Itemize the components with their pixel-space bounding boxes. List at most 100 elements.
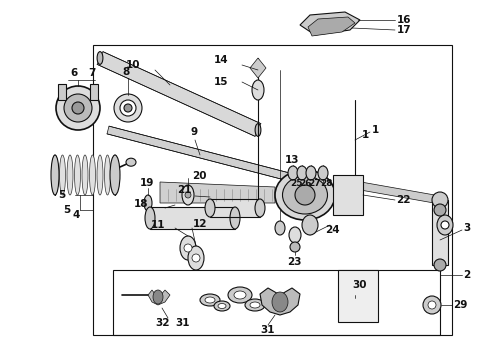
Ellipse shape (205, 199, 215, 217)
Text: 2: 2 (463, 270, 470, 280)
Ellipse shape (214, 301, 230, 311)
Ellipse shape (97, 155, 103, 195)
Polygon shape (260, 288, 300, 315)
Text: 8: 8 (122, 67, 129, 77)
Text: 27: 27 (308, 179, 320, 188)
Ellipse shape (188, 246, 204, 270)
Text: 21: 21 (177, 185, 192, 195)
Polygon shape (150, 207, 235, 229)
Text: 23: 23 (287, 257, 301, 267)
Text: 25: 25 (290, 179, 302, 188)
Text: 5: 5 (63, 205, 70, 215)
Ellipse shape (255, 123, 261, 136)
Ellipse shape (437, 215, 453, 235)
Ellipse shape (124, 104, 132, 112)
Ellipse shape (59, 155, 66, 195)
Polygon shape (308, 17, 355, 36)
Polygon shape (210, 199, 260, 217)
Ellipse shape (51, 155, 59, 195)
Ellipse shape (245, 299, 265, 311)
Ellipse shape (180, 236, 196, 260)
Text: 18: 18 (133, 199, 148, 209)
Ellipse shape (432, 192, 448, 208)
Ellipse shape (52, 155, 58, 195)
Ellipse shape (114, 94, 142, 122)
Ellipse shape (74, 155, 80, 195)
Text: 31: 31 (175, 318, 190, 328)
Ellipse shape (295, 185, 315, 205)
Bar (338, 270, 378, 322)
Polygon shape (300, 12, 360, 35)
Ellipse shape (283, 176, 327, 214)
Ellipse shape (104, 155, 111, 195)
Ellipse shape (200, 294, 220, 306)
Ellipse shape (228, 287, 252, 303)
Bar (93, 45, 452, 335)
Ellipse shape (252, 80, 264, 100)
Text: 15: 15 (214, 77, 228, 87)
Text: 7: 7 (88, 68, 96, 78)
Ellipse shape (289, 227, 301, 243)
Ellipse shape (290, 242, 300, 252)
Ellipse shape (255, 199, 265, 217)
Ellipse shape (434, 259, 446, 271)
Ellipse shape (64, 94, 92, 122)
Ellipse shape (302, 215, 318, 235)
Ellipse shape (441, 221, 449, 229)
Ellipse shape (153, 290, 163, 304)
Text: 32: 32 (155, 318, 170, 328)
Ellipse shape (272, 292, 288, 312)
Text: 4: 4 (72, 210, 79, 220)
Polygon shape (107, 126, 321, 189)
Text: 31: 31 (260, 325, 274, 335)
Polygon shape (354, 181, 441, 204)
Text: 13: 13 (285, 155, 299, 165)
Ellipse shape (82, 155, 88, 195)
Ellipse shape (72, 102, 84, 114)
Text: 29: 29 (453, 300, 467, 310)
Text: 1: 1 (362, 130, 369, 140)
Ellipse shape (144, 195, 152, 211)
Ellipse shape (318, 166, 328, 180)
Text: 28: 28 (320, 179, 333, 188)
Ellipse shape (145, 207, 155, 229)
Text: 24: 24 (325, 225, 340, 235)
Bar (58, 84, 66, 100)
Text: 19: 19 (140, 178, 154, 188)
Ellipse shape (97, 51, 103, 64)
Text: 16: 16 (397, 15, 412, 25)
Polygon shape (148, 290, 170, 305)
Ellipse shape (230, 207, 240, 229)
Text: 17: 17 (397, 25, 412, 35)
Text: 10: 10 (125, 60, 140, 70)
Ellipse shape (297, 166, 307, 180)
Ellipse shape (306, 166, 316, 180)
Ellipse shape (275, 170, 335, 220)
Text: 9: 9 (190, 127, 197, 137)
Bar (90, 84, 98, 100)
Polygon shape (97, 51, 261, 136)
Ellipse shape (185, 192, 191, 198)
Text: 14: 14 (213, 55, 228, 65)
Ellipse shape (423, 296, 441, 314)
Ellipse shape (67, 155, 73, 195)
Text: 5: 5 (58, 190, 65, 200)
Ellipse shape (110, 155, 120, 195)
Bar (113, 270, 440, 335)
Text: 1: 1 (372, 125, 379, 135)
Ellipse shape (275, 221, 285, 235)
Ellipse shape (428, 301, 436, 309)
Bar (333, 175, 363, 215)
Ellipse shape (250, 302, 260, 308)
Ellipse shape (288, 166, 298, 180)
Ellipse shape (434, 204, 446, 216)
Ellipse shape (182, 185, 194, 205)
Text: 3: 3 (463, 223, 470, 233)
Ellipse shape (349, 177, 361, 193)
Ellipse shape (184, 244, 192, 252)
Text: 11: 11 (150, 220, 165, 230)
Ellipse shape (120, 100, 136, 116)
Ellipse shape (205, 297, 215, 303)
Polygon shape (160, 182, 275, 203)
Text: 6: 6 (70, 68, 77, 78)
